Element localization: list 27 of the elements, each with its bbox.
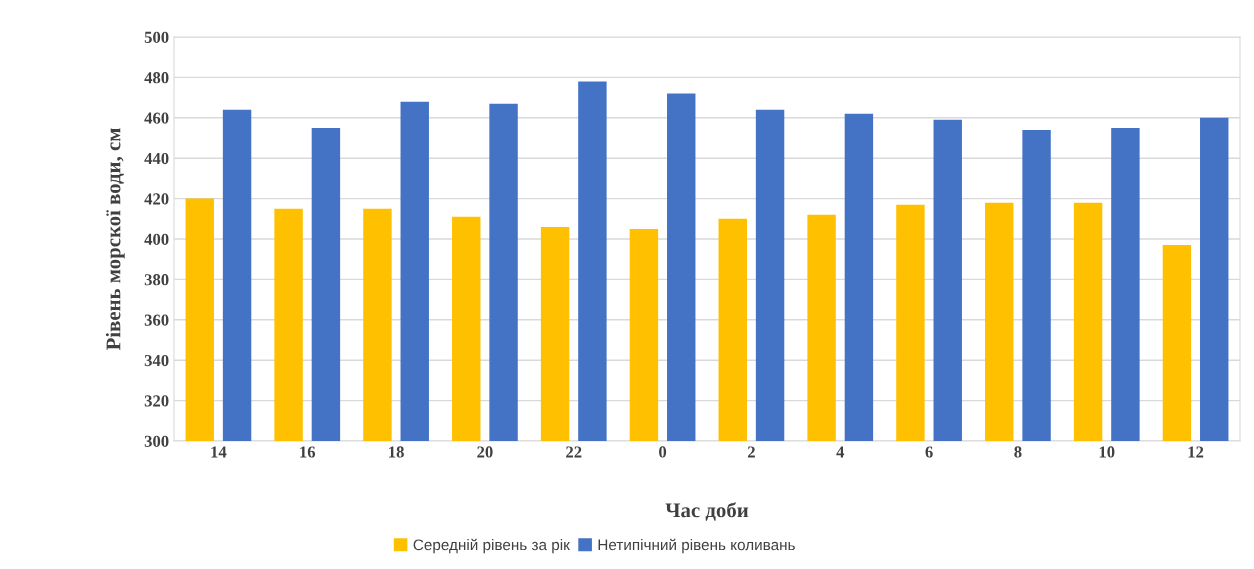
x-tick-label: 8 [1014,446,1022,458]
y-tick-label: 300 [144,435,169,447]
y-tick-label: 500 [144,31,169,43]
legend-label: Середній рівень за рік [413,538,570,554]
x-tick-label: 6 [925,446,933,458]
y-tick-label: 420 [144,193,169,205]
x-tick-label: 4 [836,446,845,458]
x-tick-label: 20 [477,446,493,458]
x-tick-label: 22 [566,446,582,458]
x-tick-label: 18 [389,446,404,458]
x-tick-label: 14 [211,446,227,458]
y-tick-label: 320 [144,395,169,407]
y-tick-label: 380 [144,274,169,286]
y-tick-label: 440 [144,152,169,165]
y-tick-label: 460 [144,112,169,124]
y-tick-label: 480 [144,72,169,84]
x-tick-label: 2 [747,446,755,458]
y-tick-label: 340 [144,354,169,367]
y-axis-title: Рівень морскої води, см [105,128,125,351]
x-tick-label: 12 [1188,446,1204,458]
legend-label: Нетипічний рівень коливань [598,538,795,554]
y-tick-label: 360 [144,314,169,326]
x-axis-title: Час доби [665,502,749,521]
y-tick-label: 400 [144,233,169,245]
x-tick-label: 0 [659,446,667,458]
x-tick-label: 16 [300,446,316,458]
x-tick-label: 10 [1099,446,1115,458]
